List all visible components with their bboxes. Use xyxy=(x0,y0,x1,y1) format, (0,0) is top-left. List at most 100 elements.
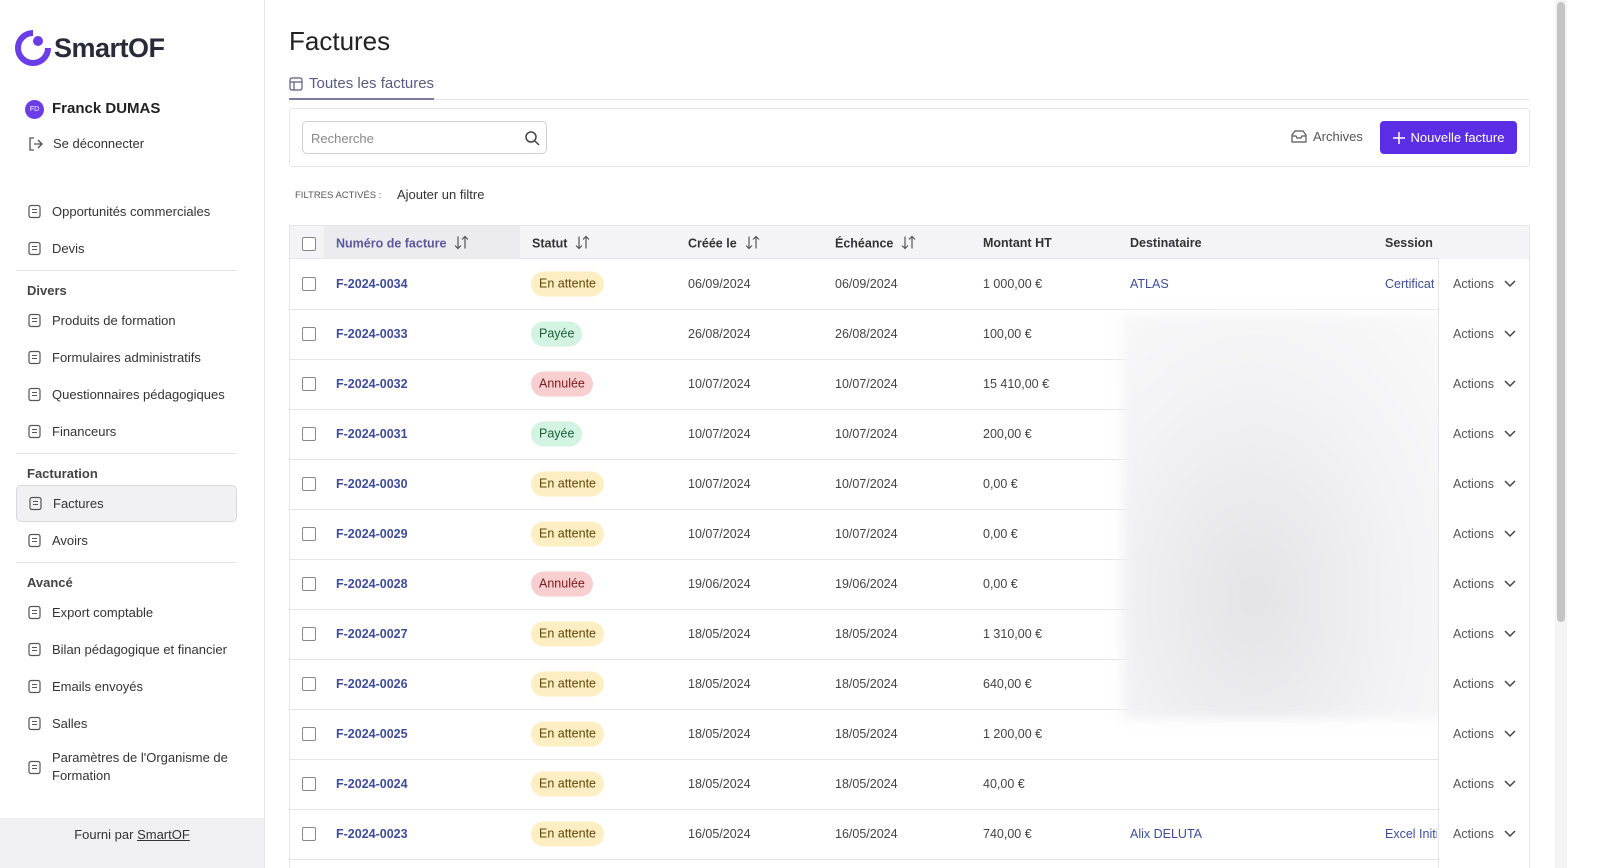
nav-item[interactable]: Factures xyxy=(16,485,237,522)
cell-link[interactable]: F-2024-0026 xyxy=(336,677,408,691)
column-label: Destinataire xyxy=(1130,235,1202,250)
sort-icon[interactable] xyxy=(575,235,591,249)
actions-button[interactable]: Actions xyxy=(1453,677,1516,691)
nav-label: Salles xyxy=(52,716,88,731)
nav-item[interactable]: Financeurs xyxy=(16,413,237,450)
row-checkbox[interactable] xyxy=(302,727,316,741)
nav-item[interactable]: Emails envoyés xyxy=(16,668,237,705)
row-checkbox[interactable] xyxy=(302,577,316,591)
cell-link[interactable]: F-2024-0028 xyxy=(336,577,408,591)
cell-link[interactable]: Certificat xyxy=(1385,277,1435,291)
actions-label: Actions xyxy=(1453,477,1494,491)
sort-icon[interactable] xyxy=(901,235,917,249)
column-header[interactable]: Échéance xyxy=(835,235,917,250)
cell: 640,00 € xyxy=(983,677,1032,691)
actions-button[interactable]: Actions xyxy=(1453,627,1516,641)
cell-link[interactable]: F-2024-0024 xyxy=(336,777,408,791)
actions-button[interactable]: Actions xyxy=(1453,577,1516,591)
cell-link[interactable]: F-2024-0029 xyxy=(336,527,408,541)
row-checkbox[interactable] xyxy=(302,827,316,841)
row-checkbox[interactable] xyxy=(302,327,316,341)
cell-link[interactable]: F-2024-0030 xyxy=(336,477,408,491)
actions-button[interactable]: Actions xyxy=(1453,477,1516,491)
actions-button[interactable]: Actions xyxy=(1453,377,1516,391)
actions-button[interactable]: Actions xyxy=(1453,277,1516,291)
column-header[interactable]: Destinataire xyxy=(1130,236,1202,250)
chevron-icon xyxy=(1504,330,1516,338)
nav-item[interactable]: Devis xyxy=(16,230,237,267)
nav-item[interactable]: Avoirs xyxy=(16,522,237,559)
new-invoice-button[interactable]: Nouvelle facture xyxy=(1380,121,1517,154)
cell: 15 410,00 € xyxy=(983,377,1050,391)
tab[interactable]: Toutes les factures xyxy=(289,75,435,100)
archives-button[interactable]: Archives xyxy=(1291,129,1363,144)
add-filter[interactable]: Ajouter un filtre xyxy=(397,187,485,202)
row-checkbox[interactable] xyxy=(302,427,316,441)
actions-button[interactable]: Actions xyxy=(1453,777,1516,791)
column-header[interactable]: Session xyxy=(1385,236,1433,250)
row-checkbox[interactable] xyxy=(302,477,316,491)
cell: 10/07/2024 xyxy=(835,427,898,441)
cell-link[interactable]: F-2024-0025 xyxy=(336,727,408,741)
column-header[interactable]: Créée le xyxy=(688,235,761,250)
scrollbar-thumb[interactable] xyxy=(1557,2,1565,622)
column-header[interactable]: Numéro de facture xyxy=(336,235,470,250)
nav-item[interactable]: Formulaires administratifs xyxy=(16,339,237,376)
cell: 18/05/2024 xyxy=(688,777,751,791)
cell: 18/05/2024 xyxy=(835,777,898,791)
row-checkbox[interactable] xyxy=(302,627,316,641)
nav-item[interactable]: Export comptable xyxy=(16,594,237,631)
footer-link[interactable]: SmartOF xyxy=(137,827,190,842)
row-divider xyxy=(290,559,1529,560)
row-checkbox[interactable] xyxy=(302,677,316,691)
main: Factures Toutes les factures Recherche A… xyxy=(265,0,1555,868)
row-checkbox[interactable] xyxy=(302,277,316,291)
nav-item[interactable]: Bilan pédagogique et financier xyxy=(16,631,237,668)
actions-button[interactable]: Actions xyxy=(1453,427,1516,441)
column-header[interactable]: Montant HT xyxy=(983,236,1052,250)
cell-link[interactable]: F-2024-0032 xyxy=(336,377,408,391)
cell: 10/07/2024 xyxy=(688,377,751,391)
cell: 18/05/2024 xyxy=(835,627,898,641)
search-input[interactable]: Recherche xyxy=(302,121,547,154)
cell-link[interactable]: F-2024-0031 xyxy=(336,427,408,441)
nav-item[interactable]: Paramètres de l'Organisme de Formation xyxy=(16,742,237,792)
column-header[interactable]: Statut xyxy=(532,235,591,250)
avatar: FD xyxy=(25,100,44,119)
logout-link[interactable]: Se déconnecter xyxy=(53,136,145,151)
nav-item[interactable]: Salles xyxy=(16,705,237,742)
actions-button[interactable]: Actions xyxy=(1453,827,1516,841)
cell-link[interactable]: Alix DELUTA xyxy=(1130,827,1203,841)
actions-button[interactable]: Actions xyxy=(1453,727,1516,741)
nav-item[interactable]: Questionnaires pédagogiques xyxy=(16,376,237,413)
row-checkbox[interactable] xyxy=(302,527,316,541)
actions-label: Actions xyxy=(1453,427,1494,441)
cell-link[interactable]: F-2024-0027 xyxy=(336,627,408,641)
actions-button[interactable]: Actions xyxy=(1453,327,1516,341)
header-checkbox[interactable] xyxy=(302,237,316,251)
cell-link[interactable]: F-2024-0033 xyxy=(336,327,408,341)
nav-label: Emails envoyés xyxy=(52,679,144,694)
cell-link[interactable]: ATLAS xyxy=(1130,277,1169,291)
search-placeholder: Recherche xyxy=(311,131,374,146)
cell-link[interactable]: Excel Initi xyxy=(1385,827,1437,841)
row-checkbox[interactable] xyxy=(302,377,316,391)
cell: 18/05/2024 xyxy=(835,677,898,691)
nav-item[interactable]: Produits de formation xyxy=(16,302,237,339)
nav-icon xyxy=(28,241,41,256)
row-checkbox[interactable] xyxy=(302,777,316,791)
nav-item[interactable]: Opportunités commerciales xyxy=(16,193,237,230)
footer: Fourni par SmartOF xyxy=(0,818,264,868)
sort-icon[interactable] xyxy=(745,235,761,249)
actions-label: Actions xyxy=(1453,527,1494,541)
nav-label: Paramètres de l'Organisme de Formation xyxy=(52,750,228,783)
column-label: Statut xyxy=(532,236,568,250)
nav-heading: Divers xyxy=(27,283,67,298)
nav-label: Bilan pédagogique et financier xyxy=(52,642,227,657)
cell-link[interactable]: F-2024-0023 xyxy=(336,827,408,841)
cell-link[interactable]: F-2024-0034 xyxy=(336,277,408,291)
actions-button[interactable]: Actions xyxy=(1453,527,1516,541)
status-badge: En attente xyxy=(531,271,604,297)
cell: 1 200,00 € xyxy=(983,727,1043,741)
sort-icon[interactable] xyxy=(454,235,470,249)
